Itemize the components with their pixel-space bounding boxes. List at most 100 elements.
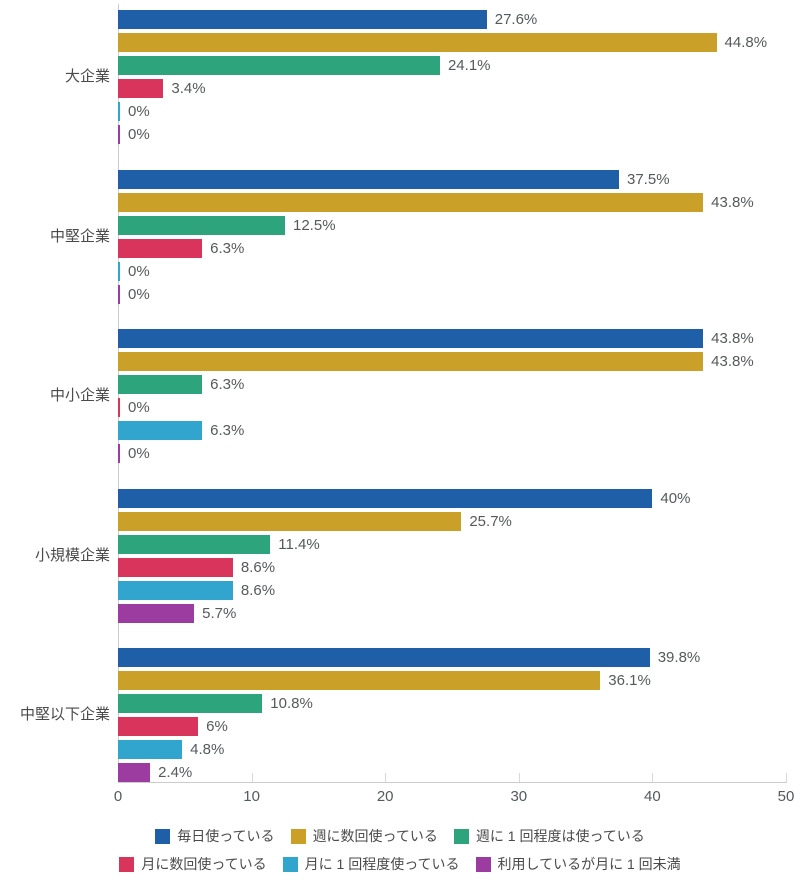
bar-value-label: 0% xyxy=(128,103,150,120)
bar-value-label: 0% xyxy=(128,126,150,143)
bar xyxy=(118,488,653,508)
bar xyxy=(118,717,199,736)
bar-value-label: 4.8% xyxy=(190,741,225,758)
bar xyxy=(118,444,120,463)
bar xyxy=(118,603,195,623)
bar-value-label: 8.6% xyxy=(240,581,276,599)
bar xyxy=(118,79,164,98)
bar xyxy=(118,192,704,212)
legend-swatch-icon xyxy=(282,856,298,872)
bar xyxy=(118,694,263,713)
bar-value-label: 5.7% xyxy=(202,604,237,622)
bar xyxy=(118,352,704,371)
bar-value-label: 43.8% xyxy=(711,330,754,347)
bar-value-label: 36.1% xyxy=(608,672,651,689)
legend-label: 週に数回使っている xyxy=(312,828,438,844)
bar xyxy=(118,102,120,121)
bar-value-label: 6.3% xyxy=(210,376,245,393)
bar-value-label: 43.8% xyxy=(711,353,754,370)
legend-label: 月に 1 回程度使っている xyxy=(304,856,460,872)
bar-value-label: 8.6% xyxy=(240,558,276,576)
bar-value-label: 37.5% xyxy=(627,170,670,188)
bar-value-label: 11.4% xyxy=(278,535,320,553)
bar xyxy=(118,56,440,75)
legend-swatch-icon xyxy=(155,828,171,844)
x-axis-tick-label: 50 xyxy=(777,788,795,805)
legend-item: 月に 1 回程度使っている xyxy=(282,854,460,874)
bar xyxy=(118,398,120,417)
bar-value-label: 0% xyxy=(128,262,150,280)
bar-value-label: 43.8% xyxy=(711,193,754,211)
bar-value-label: 6% xyxy=(206,718,228,735)
bar xyxy=(118,375,203,394)
bar-value-label: 3.4% xyxy=(171,80,206,97)
bar xyxy=(118,125,120,144)
bar xyxy=(118,763,151,782)
x-axis-tick-label: 20 xyxy=(376,788,394,805)
bar xyxy=(118,580,233,600)
legend-swatch-icon xyxy=(290,828,306,844)
x-axis-tick-label: 40 xyxy=(644,788,661,805)
x-axis-tick-label: 0 xyxy=(113,788,123,805)
bar-value-label: 2.4% xyxy=(158,764,193,781)
x-axis-tick xyxy=(518,773,520,782)
category-label: 中小企業 xyxy=(49,387,110,404)
bar xyxy=(118,329,704,348)
legend-row: 月に数回使っている 月に 1 回程度使っている 利用しているが月に 1 回未満 xyxy=(119,854,681,874)
bar xyxy=(118,557,233,577)
bar-value-label: 40% xyxy=(660,489,691,507)
bar xyxy=(118,421,203,440)
legend-row: 毎日使っている 週に数回使っている 週に 1 回程度は使っている xyxy=(155,826,645,846)
bar-value-label: 0% xyxy=(128,445,150,462)
legend-item: 週に数回使っている xyxy=(290,826,438,846)
bar xyxy=(118,284,120,304)
legend-label: 月に数回使っている xyxy=(141,856,267,872)
legend-item: 週に 1 回程度は使っている xyxy=(453,826,645,846)
legend-label: 週に 1 回程度は使っている xyxy=(475,828,645,844)
bar xyxy=(118,261,120,281)
plot-area: 0 10 20 30 40 50 大企業 27.6% 44.8% 24.1% 3.4% 0% 0% 中堅企… xyxy=(19,4,795,805)
legend-swatch-icon xyxy=(475,856,491,872)
category-label: 小規模企業 xyxy=(34,546,110,564)
bar-value-label: 24.1% xyxy=(447,57,491,74)
bar xyxy=(118,511,462,531)
x-axis-tick-label: 30 xyxy=(510,788,528,805)
bar xyxy=(118,169,619,189)
legend-label: 利用しているが月に 1 回未満 xyxy=(497,856,681,872)
bar-value-label: 27.6% xyxy=(494,11,538,28)
x-axis-tick xyxy=(786,773,787,782)
legend: 毎日使っている 週に数回使っている 週に 1 回程度は使っている 月に数回使っている月… xyxy=(0,826,800,874)
x-axis-tick xyxy=(652,773,654,782)
bar-value-label: 6.3% xyxy=(210,239,245,257)
legend-item: 毎日使っている xyxy=(155,826,275,846)
x-axis-tick xyxy=(385,773,387,782)
bar-value-label: 39.8% xyxy=(657,649,701,666)
bar xyxy=(118,534,271,554)
bar xyxy=(118,33,717,52)
bar xyxy=(118,10,487,29)
x-axis-line xyxy=(118,782,787,783)
bar xyxy=(118,238,203,258)
bar-value-label: 6.3% xyxy=(210,422,245,439)
bar-value-label: 0% xyxy=(128,285,150,303)
bar-value-label: 10.8% xyxy=(270,695,313,712)
bar xyxy=(118,215,285,235)
category-label: 中堅企業 xyxy=(49,227,110,245)
legend-swatch-icon xyxy=(453,828,469,844)
legend-label: 毎日使っている xyxy=(177,828,275,844)
x-axis-tick-label: 10 xyxy=(243,788,260,805)
bar xyxy=(118,740,183,759)
category-label: 中堅以下企業 xyxy=(19,706,110,723)
bar-value-label: 44.8% xyxy=(724,34,768,51)
legend-item: 月に数回使っている xyxy=(119,854,267,874)
bar-value-label: 0% xyxy=(128,399,150,416)
category-label: 大企業 xyxy=(64,68,110,85)
legend-swatch-icon xyxy=(119,856,135,872)
bar-value-label: 25.7% xyxy=(469,512,512,530)
bar xyxy=(118,671,601,690)
x-axis-tick xyxy=(251,773,253,782)
bar-value-label: 12.5% xyxy=(293,216,336,234)
legend-item: 利用しているが月に 1 回未満 xyxy=(475,854,681,874)
bar xyxy=(118,648,650,667)
